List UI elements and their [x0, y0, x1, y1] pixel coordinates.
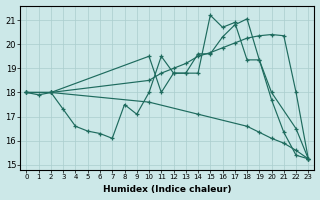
X-axis label: Humidex (Indice chaleur): Humidex (Indice chaleur) [103, 185, 232, 194]
